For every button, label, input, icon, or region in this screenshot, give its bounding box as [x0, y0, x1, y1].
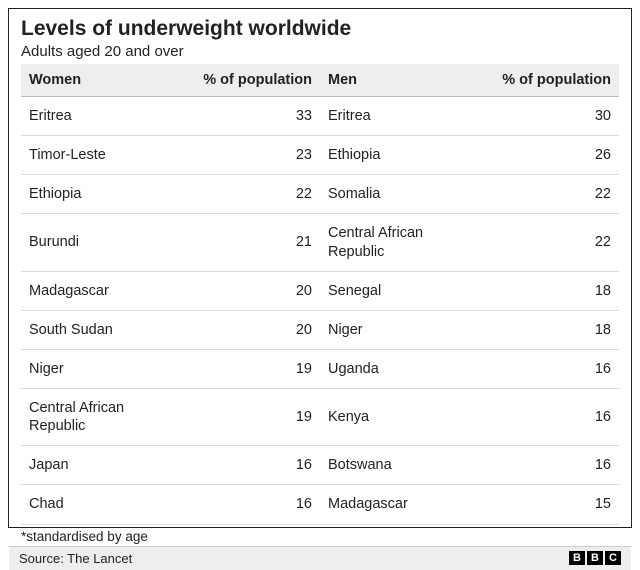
table-cell: 19 — [188, 389, 320, 446]
table-cell: 22 — [188, 175, 320, 214]
table-cell: Botswana — [320, 446, 487, 485]
table-cell: Central African Republic — [21, 389, 188, 446]
card-title: Levels of underweight worldwide — [21, 17, 619, 41]
table-row: Ethiopia22Somalia22 — [21, 175, 619, 214]
table-row: Burundi21Central African Republic22 — [21, 214, 619, 271]
source-text: Source: The Lancet — [19, 551, 132, 566]
table-cell: Somalia — [320, 175, 487, 214]
table-cell: Ethiopia — [320, 136, 487, 175]
table-cell: 23 — [188, 136, 320, 175]
table-cell: Madagascar — [320, 485, 487, 524]
table-header-row: Women % of population Men % of populatio… — [21, 64, 619, 97]
table-head: Women % of population Men % of populatio… — [21, 64, 619, 97]
bbc-logo-letter: B — [587, 551, 603, 565]
table-cell: Timor-Leste — [21, 136, 188, 175]
table-cell: Japan — [21, 446, 188, 485]
table-cell: 16 — [487, 389, 619, 446]
table-row: South Sudan20Niger18 — [21, 310, 619, 349]
bbc-logo-letter: C — [605, 551, 621, 565]
table-cell: 20 — [188, 271, 320, 310]
card-footer: Source: The Lancet B B C — [9, 546, 631, 570]
table-cell: Eritrea — [320, 97, 487, 136]
table-row: Central African Republic19Kenya16 — [21, 389, 619, 446]
table-cell: Kenya — [320, 389, 487, 446]
table-cell: 22 — [487, 214, 619, 271]
table-cell: 33 — [188, 97, 320, 136]
table-cell: Niger — [21, 349, 188, 388]
underweight-table: Women % of population Men % of populatio… — [21, 64, 619, 525]
table-cell: Chad — [21, 485, 188, 524]
footnote: *standardised by age — [9, 525, 631, 546]
table-cell: 22 — [487, 175, 619, 214]
table-row: Madagascar20Senegal18 — [21, 271, 619, 310]
table-cell: 18 — [487, 310, 619, 349]
table-cell: 16 — [188, 446, 320, 485]
table-row: Japan16Botswana16 — [21, 446, 619, 485]
col-men: Men — [320, 64, 487, 97]
table-cell: Senegal — [320, 271, 487, 310]
table-cell: 16 — [188, 485, 320, 524]
table-cell: 20 — [188, 310, 320, 349]
table-cell: 30 — [487, 97, 619, 136]
card-header: Levels of underweight worldwide Adults a… — [9, 9, 631, 64]
bbc-logo-letter: B — [569, 551, 585, 565]
table-cell: Eritrea — [21, 97, 188, 136]
table-cell: Burundi — [21, 214, 188, 271]
col-men-pct: % of population — [487, 64, 619, 97]
col-women: Women — [21, 64, 188, 97]
table-cell: 26 — [487, 136, 619, 175]
table-cell: Ethiopia — [21, 175, 188, 214]
table-body: Eritrea33Eritrea30Timor-Leste23Ethiopia2… — [21, 97, 619, 525]
table-cell: Central African Republic — [320, 214, 487, 271]
table-cell: Madagascar — [21, 271, 188, 310]
table-row: Eritrea33Eritrea30 — [21, 97, 619, 136]
table-cell: 21 — [188, 214, 320, 271]
table-row: Timor-Leste23Ethiopia26 — [21, 136, 619, 175]
table-cell: 16 — [487, 349, 619, 388]
data-card: Levels of underweight worldwide Adults a… — [8, 8, 632, 528]
table-row: Chad16Madagascar15 — [21, 485, 619, 524]
table-row: Niger19Uganda16 — [21, 349, 619, 388]
col-women-pct: % of population — [188, 64, 320, 97]
table-cell: 15 — [487, 485, 619, 524]
table-cell: 18 — [487, 271, 619, 310]
table-cell: South Sudan — [21, 310, 188, 349]
table-cell: Uganda — [320, 349, 487, 388]
table-cell: 16 — [487, 446, 619, 485]
table-cell: 19 — [188, 349, 320, 388]
table-cell: Niger — [320, 310, 487, 349]
bbc-logo: B B C — [569, 551, 621, 565]
card-subtitle: Adults aged 20 and over — [21, 43, 619, 60]
table-container: Women % of population Men % of populatio… — [9, 64, 631, 525]
